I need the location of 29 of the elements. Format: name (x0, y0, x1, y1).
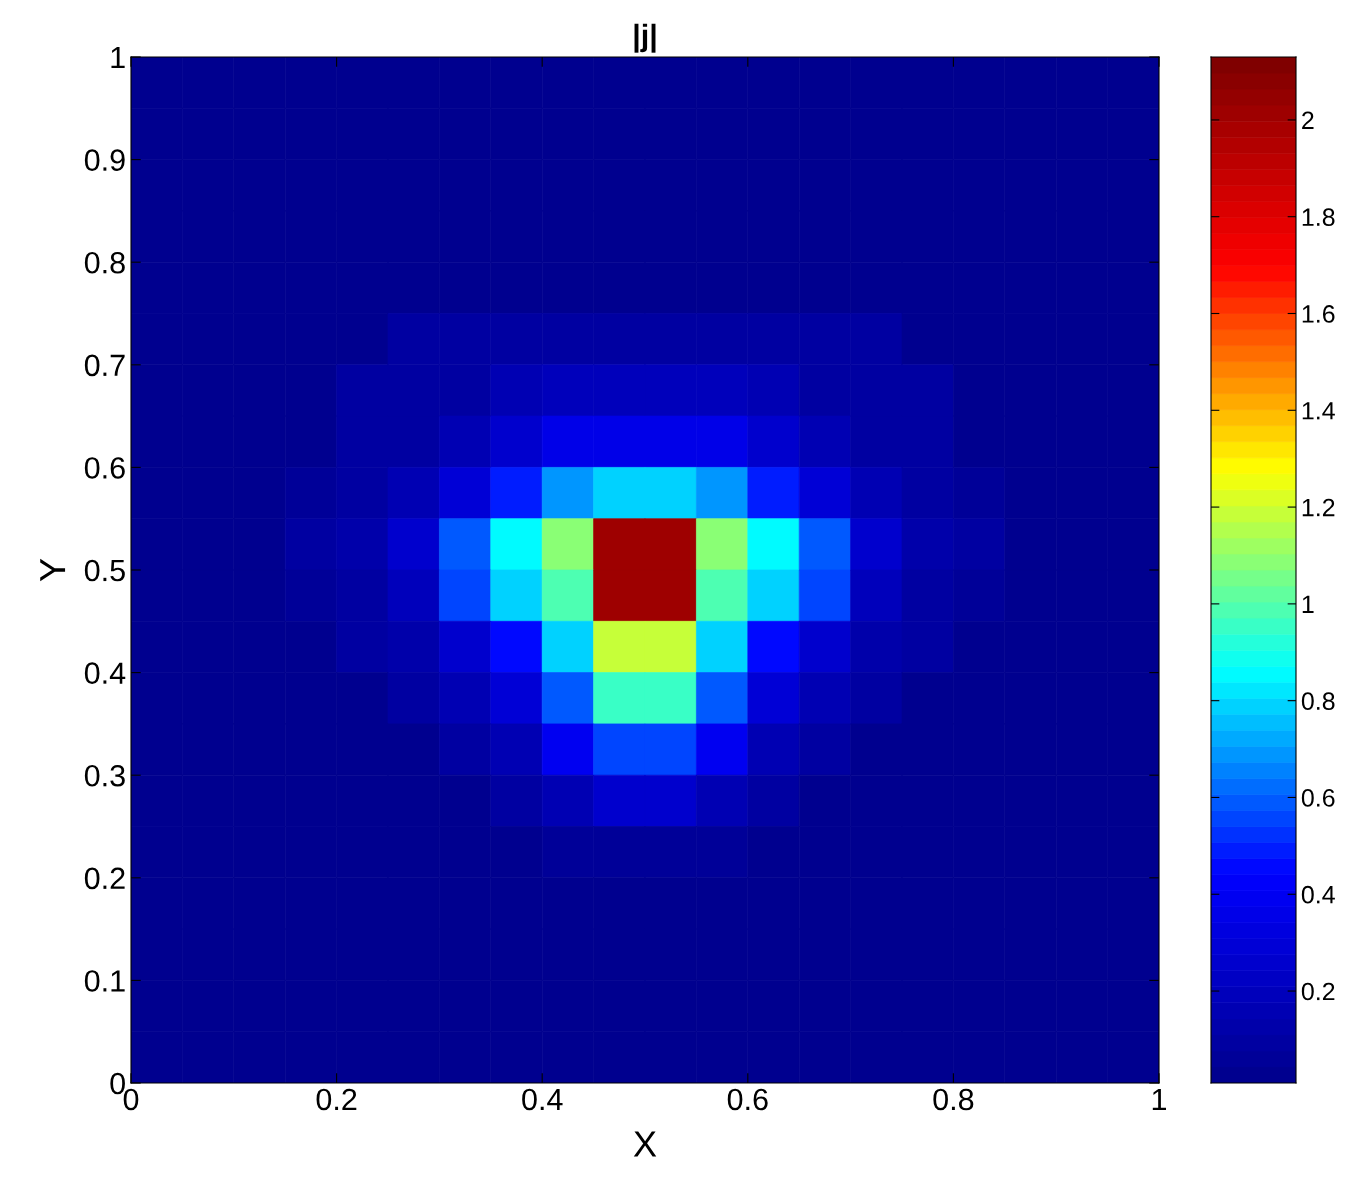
y-tick-label: 0.3 (84, 764, 125, 787)
y-axis-title: Y (40, 558, 66, 582)
color-bar-label: 1 (1302, 595, 1314, 613)
x-tick-label: 0.2 (316, 1088, 357, 1111)
y-tick-label: 0.6 (84, 457, 125, 479)
color-bar-label: 0.4 (1301, 885, 1335, 904)
color-bar-label: 1.8 (1302, 208, 1335, 227)
x-tick-label: 1 (1152, 1088, 1167, 1110)
x-tick-label: 0.4 (522, 1088, 563, 1111)
color-bar-label: 0.2 (1301, 982, 1335, 1001)
y-tick-label: 0.9 (84, 149, 125, 171)
color-bar-label: 1.6 (1302, 305, 1335, 323)
color-bar-label: 0.6 (1301, 789, 1335, 807)
y-tick-label: 0 (110, 1072, 125, 1095)
color-bar-label: 0.8 (1301, 692, 1335, 710)
y-tick-label: 0.1 (84, 970, 125, 992)
x-tick-label: 0.8 (933, 1088, 974, 1111)
chart-title: |j| (634, 23, 656, 53)
x-axis-title: X (633, 1131, 657, 1157)
color-bar-label: 1.4 (1302, 402, 1335, 420)
color-bar-label: 2 (1302, 111, 1314, 129)
color-bar-label: 1.2 (1302, 498, 1335, 517)
y-tick-label: 0.5 (84, 559, 125, 582)
y-tick-label: 0.7 (84, 354, 125, 377)
y-tick-label: 0.4 (84, 662, 126, 684)
y-tick-label: 0.2 (84, 867, 125, 890)
x-tick-label: 0.6 (727, 1088, 768, 1111)
y-tick-label: 1 (111, 47, 125, 69)
y-tick-label: 0.8 (84, 251, 125, 274)
